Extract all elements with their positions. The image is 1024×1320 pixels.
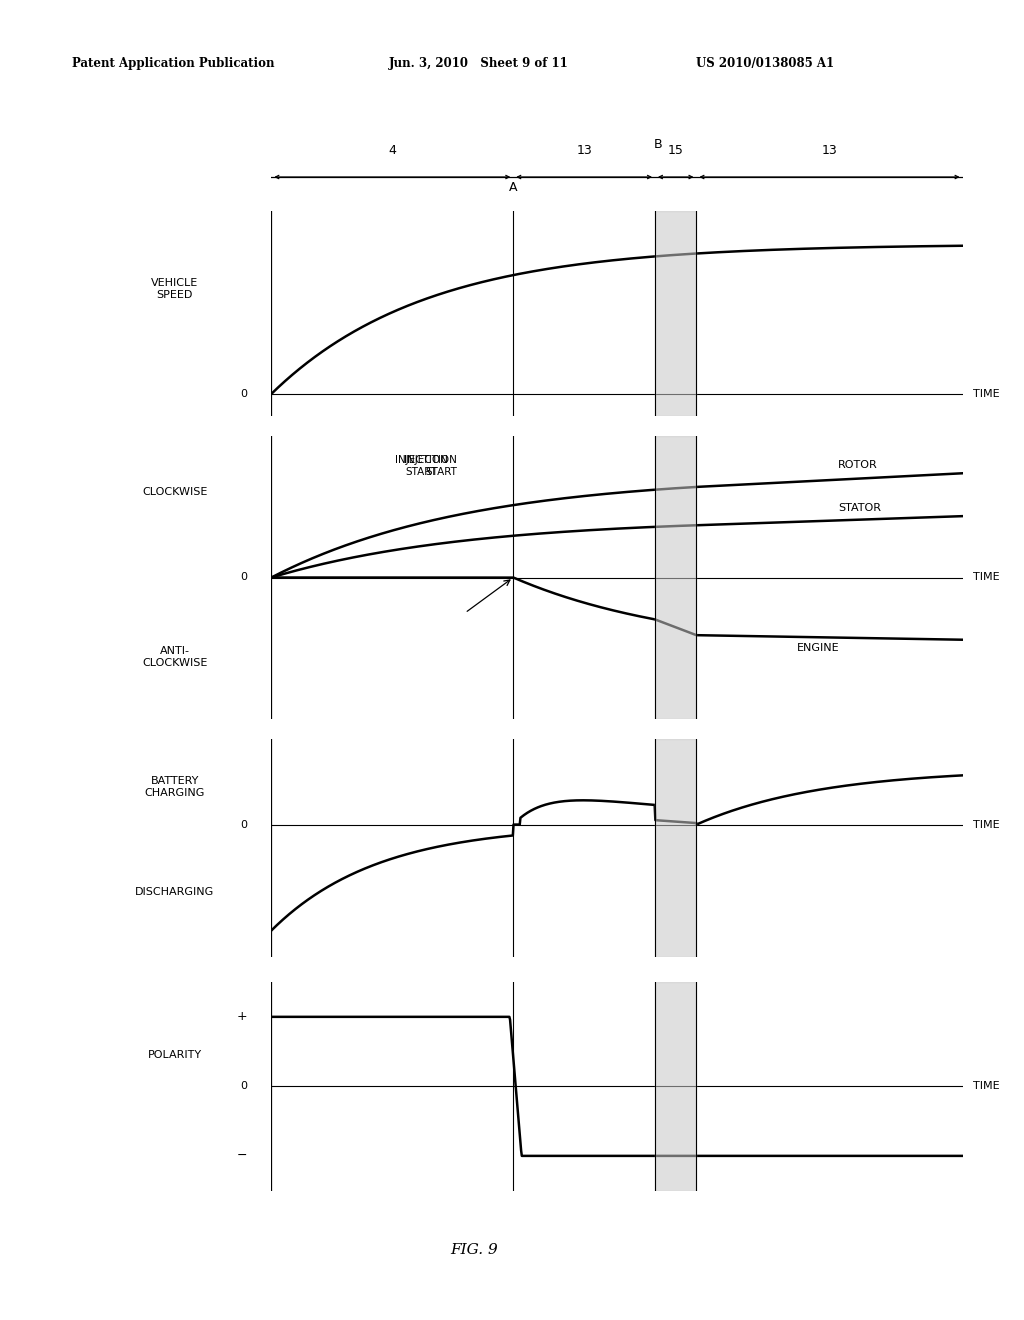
Text: Jun. 3, 2010   Sheet 9 of 11: Jun. 3, 2010 Sheet 9 of 11 <box>389 57 569 70</box>
Text: VEHICLE
SPEED: VEHICLE SPEED <box>151 279 199 300</box>
Text: INJECTION
START: INJECTION START <box>404 455 457 477</box>
Text: TIME: TIME <box>973 389 999 399</box>
Text: DISCHARGING: DISCHARGING <box>135 887 214 896</box>
Text: 0: 0 <box>241 1081 247 1092</box>
Text: A: A <box>509 181 517 194</box>
Text: 0: 0 <box>241 573 247 582</box>
Bar <box>655 739 696 957</box>
Text: ANTI-
CLOCKWISE: ANTI- CLOCKWISE <box>142 647 207 668</box>
Text: INJECTION
START: INJECTION START <box>394 455 447 477</box>
Text: TIME: TIME <box>973 1081 999 1092</box>
Text: −: − <box>237 1150 247 1163</box>
Text: POLARITY: POLARITY <box>147 1051 202 1060</box>
Text: 0: 0 <box>241 820 247 829</box>
Text: ROTOR: ROTOR <box>838 461 878 470</box>
Text: ENGINE: ENGINE <box>797 643 840 652</box>
Text: STATOR: STATOR <box>838 503 881 513</box>
Text: 0: 0 <box>241 389 247 399</box>
Text: FIG. 9: FIG. 9 <box>451 1242 499 1257</box>
Text: 13: 13 <box>821 144 838 157</box>
Text: 13: 13 <box>577 144 592 157</box>
Text: Patent Application Publication: Patent Application Publication <box>72 57 274 70</box>
Bar <box>655 982 696 1191</box>
Text: +: + <box>237 1010 247 1023</box>
Bar <box>655 436 696 719</box>
Text: TIME: TIME <box>973 820 999 829</box>
Text: CLOCKWISE: CLOCKWISE <box>142 487 207 498</box>
Text: TIME: TIME <box>973 573 999 582</box>
Text: B: B <box>654 137 663 150</box>
Text: 15: 15 <box>668 144 684 157</box>
Text: US 2010/0138085 A1: US 2010/0138085 A1 <box>696 57 835 70</box>
Text: 4: 4 <box>388 144 396 157</box>
Bar <box>655 211 696 416</box>
Text: BATTERY
CHARGING: BATTERY CHARGING <box>144 776 205 797</box>
